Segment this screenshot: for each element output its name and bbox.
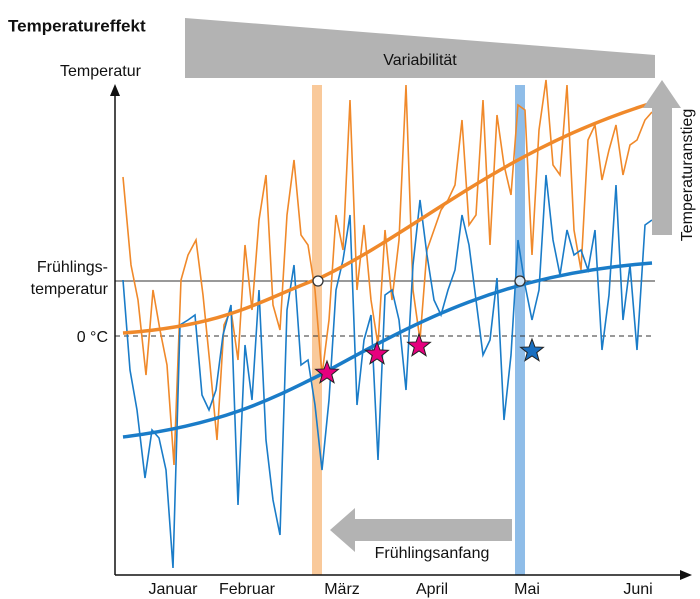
title: Temperatureffekt [8, 16, 146, 35]
blue-noise [122, 174, 653, 569]
zero-label: 0 °C [77, 329, 108, 346]
rise-arrow [643, 80, 681, 235]
y-axis-arrow [110, 84, 120, 96]
blue-trend [122, 261, 653, 439]
orange-trend [122, 101, 653, 335]
x-axis-arrow [680, 570, 692, 580]
rise-label: Temperaturanstieg [679, 109, 696, 242]
month-label: Juni [623, 581, 652, 598]
crossing-marker [514, 275, 526, 287]
month-label: Mai [514, 581, 540, 598]
spring-temp-label: Frühlings- [37, 259, 108, 276]
blue-band [515, 85, 525, 575]
variability-label: Variabilität [383, 52, 457, 69]
month-label: März [324, 581, 360, 598]
orange-band [312, 85, 322, 575]
month-label: Februar [219, 581, 276, 598]
spring-start-label: Frühlingsanfang [375, 545, 490, 562]
orange-noise [122, 79, 653, 466]
crossing-marker [312, 275, 324, 287]
month-label: April [416, 581, 448, 598]
month-label: Januar [149, 581, 199, 598]
spring-temp-label: temperatur [31, 281, 109, 298]
variability-wedge [185, 18, 655, 78]
y-axis-label: Temperatur [60, 63, 142, 80]
spring-start-arrow [330, 508, 512, 552]
